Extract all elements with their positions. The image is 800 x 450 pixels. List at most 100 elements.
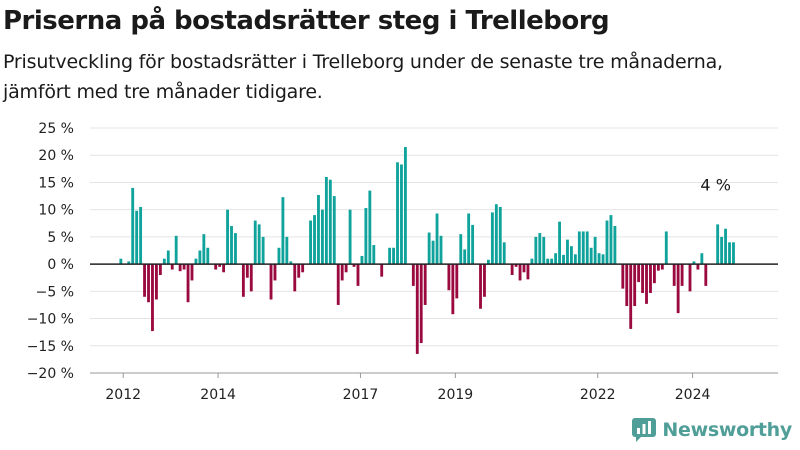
- bar: [245, 264, 249, 278]
- bar: [732, 242, 735, 265]
- bar: [483, 264, 486, 297]
- bar: [653, 264, 656, 284]
- bar: [158, 264, 162, 275]
- bar: [336, 264, 340, 305]
- bar: [403, 147, 407, 265]
- bar: [198, 250, 202, 265]
- bar: [222, 264, 226, 273]
- y-tick-label: 15 %: [38, 175, 74, 191]
- bar: [206, 247, 210, 265]
- y-tick-label: −5 %: [36, 284, 74, 300]
- bar: [728, 242, 731, 265]
- bar: [455, 264, 459, 299]
- bar: [494, 204, 498, 265]
- bar: [641, 264, 644, 293]
- x-tick-label: 2012: [105, 387, 141, 403]
- x-tick-label: 2022: [580, 387, 616, 403]
- bar: [447, 264, 451, 291]
- bar: [696, 264, 700, 270]
- bar: [522, 264, 526, 273]
- bar: [328, 179, 332, 265]
- bar: [423, 264, 427, 305]
- bar: [368, 190, 372, 265]
- bar: [241, 264, 245, 297]
- bar: [692, 261, 696, 265]
- bar: [589, 247, 593, 265]
- x-tick-label: 2024: [675, 387, 711, 403]
- bar: [680, 264, 684, 286]
- bar: [285, 236, 289, 265]
- bar: [166, 250, 170, 265]
- bar: [230, 226, 233, 265]
- bar: [431, 240, 435, 265]
- bar: [573, 254, 577, 265]
- bar: [605, 220, 609, 265]
- bar: [676, 264, 680, 314]
- bar: [214, 264, 218, 270]
- bar: [415, 264, 419, 354]
- bar: [672, 264, 676, 286]
- bar: [558, 221, 561, 265]
- bar: [261, 236, 265, 265]
- bar: [538, 233, 542, 265]
- bar: [253, 220, 257, 265]
- brand-name: Newsworthy: [662, 419, 792, 441]
- bar: [700, 253, 704, 265]
- bar: [372, 245, 376, 265]
- bar: [182, 264, 186, 270]
- y-tick-label: 5 %: [47, 230, 74, 246]
- bar: [629, 264, 633, 329]
- bar: [234, 233, 237, 265]
- bar: [518, 264, 522, 281]
- chart-subtitle: Prisutveckling för bostadsrätter i Trell…: [3, 51, 723, 103]
- bar: [147, 264, 150, 303]
- bar: [151, 264, 154, 332]
- bar: [139, 206, 143, 265]
- bar: [724, 228, 727, 265]
- bar: [593, 236, 597, 265]
- bar: [621, 264, 625, 289]
- bar: [218, 264, 222, 267]
- bar: [490, 212, 494, 265]
- bar: [645, 264, 648, 304]
- bar: [546, 258, 550, 265]
- bar: [143, 264, 146, 297]
- bar: [427, 232, 431, 265]
- bar: [660, 264, 664, 270]
- bar: [613, 226, 617, 265]
- bar: [249, 264, 253, 292]
- bar: [649, 264, 652, 293]
- bar: [526, 264, 530, 280]
- newsworthy-logo-icon: [632, 418, 657, 442]
- bar: [471, 224, 475, 265]
- bar: [542, 236, 546, 265]
- bar: [502, 242, 506, 265]
- bar: [186, 264, 190, 303]
- bar: [479, 264, 482, 309]
- bar: [313, 215, 316, 265]
- bar: [301, 264, 305, 273]
- chart-title: Priserna på bostadsrätter steg i Trelleb…: [3, 6, 610, 36]
- bar: [716, 224, 720, 265]
- bar: [554, 253, 558, 265]
- bar: [530, 258, 534, 265]
- bar: [720, 236, 724, 265]
- y-tick-label: −15 %: [27, 339, 74, 355]
- y-tick-label: 0 %: [47, 257, 74, 273]
- bar: [392, 247, 395, 265]
- bar: [131, 187, 135, 265]
- bar: [348, 209, 352, 265]
- bar: [664, 231, 668, 265]
- bar: [498, 206, 502, 265]
- bar: [127, 261, 131, 265]
- x-tick-label: 2017: [343, 387, 379, 403]
- bar: [467, 213, 471, 265]
- bar: [119, 258, 123, 265]
- bar: [459, 234, 463, 265]
- bar: [435, 213, 439, 265]
- bar: [585, 231, 589, 265]
- bar: [162, 258, 166, 265]
- bar: [178, 264, 182, 272]
- bar: [609, 215, 613, 265]
